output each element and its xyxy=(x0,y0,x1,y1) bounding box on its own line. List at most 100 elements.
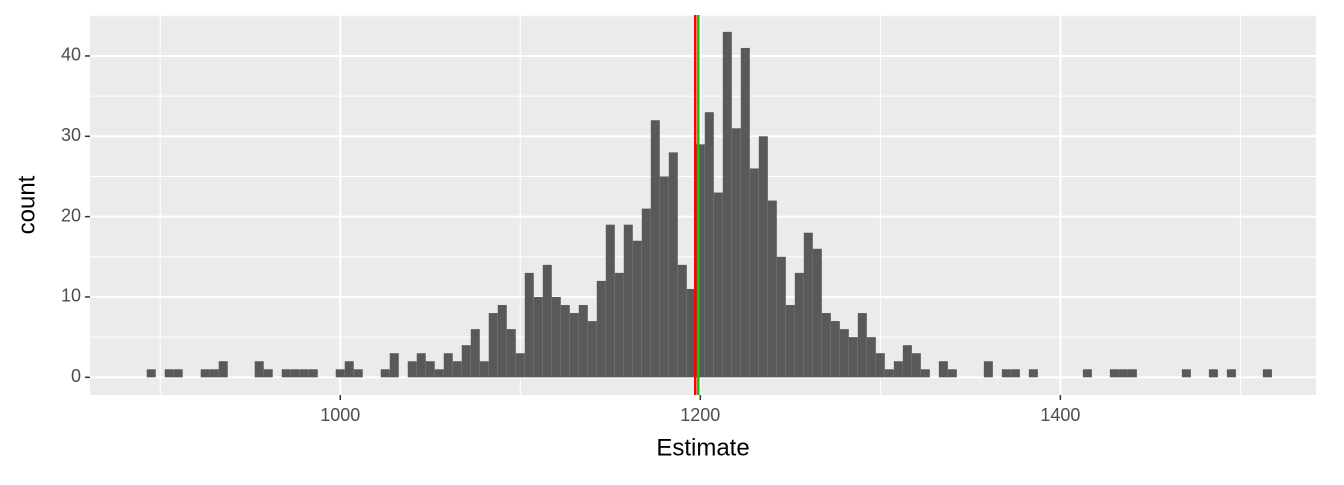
bar xyxy=(920,369,930,378)
bar xyxy=(686,288,696,378)
y-tick-label: 20 xyxy=(61,205,81,225)
bar xyxy=(1109,369,1119,378)
bar xyxy=(605,224,615,378)
bar xyxy=(380,369,390,378)
bar xyxy=(542,264,552,378)
bar xyxy=(425,361,435,378)
bar xyxy=(758,136,768,378)
bar xyxy=(632,240,642,378)
x-tick-label: 1000 xyxy=(320,405,360,425)
bar xyxy=(515,353,525,378)
bar xyxy=(407,361,417,378)
bar xyxy=(911,353,921,378)
bar xyxy=(659,176,669,378)
y-tick-label: 40 xyxy=(61,45,81,65)
bar xyxy=(848,337,858,378)
bar xyxy=(875,353,885,378)
bar xyxy=(812,248,822,378)
bar xyxy=(1001,369,1011,378)
bar xyxy=(461,345,471,378)
bar xyxy=(1262,369,1272,378)
bar xyxy=(209,369,219,378)
bar xyxy=(569,313,579,378)
x-axis-title: Estimate xyxy=(656,434,749,461)
bar xyxy=(866,337,876,378)
bar xyxy=(1226,369,1236,378)
bar xyxy=(983,361,993,378)
bar xyxy=(1118,369,1128,378)
bar xyxy=(353,369,363,378)
y-tick-label: 0 xyxy=(71,366,81,386)
bar xyxy=(785,305,795,378)
bar xyxy=(1127,369,1137,378)
bar xyxy=(623,224,633,378)
bar xyxy=(1082,369,1092,378)
bar xyxy=(524,272,534,378)
bar xyxy=(641,208,651,378)
bar xyxy=(1010,369,1020,378)
bar xyxy=(335,369,345,378)
bar xyxy=(902,345,912,378)
bar xyxy=(650,120,660,378)
bar xyxy=(821,313,831,378)
bar xyxy=(1208,369,1218,378)
bar xyxy=(677,264,687,378)
bar xyxy=(857,313,867,378)
bar xyxy=(551,296,561,378)
bar xyxy=(299,369,309,378)
bar xyxy=(596,280,606,378)
bar xyxy=(389,353,399,378)
bar xyxy=(344,361,354,378)
bar xyxy=(506,329,516,378)
bar xyxy=(578,305,588,378)
bar xyxy=(794,272,804,378)
bar xyxy=(614,272,624,378)
bar xyxy=(146,369,156,378)
bar xyxy=(767,200,777,378)
bar xyxy=(695,144,705,378)
bar xyxy=(533,296,543,378)
bar xyxy=(1181,369,1191,378)
bar xyxy=(173,369,183,378)
bar xyxy=(1028,369,1038,378)
bar xyxy=(713,192,723,378)
x-tick-label: 1200 xyxy=(680,405,720,425)
bar xyxy=(704,112,714,378)
bar xyxy=(740,47,750,378)
bar xyxy=(290,369,300,378)
bar xyxy=(470,329,480,378)
bar xyxy=(497,305,507,378)
bar xyxy=(947,369,957,378)
bar xyxy=(893,361,903,378)
bar xyxy=(587,321,597,378)
bar xyxy=(281,369,291,378)
bar xyxy=(731,128,741,378)
bar xyxy=(839,329,849,378)
y-tick-label: 30 xyxy=(61,125,81,145)
y-tick-label: 10 xyxy=(61,286,81,306)
bar xyxy=(452,361,462,378)
bar xyxy=(776,256,786,378)
bar xyxy=(560,305,570,378)
bar xyxy=(884,369,894,378)
bar xyxy=(416,353,426,378)
y-axis-title: count xyxy=(13,175,40,234)
bar xyxy=(218,361,228,378)
x-tick-label: 1400 xyxy=(1040,405,1080,425)
bar xyxy=(722,31,732,378)
bar xyxy=(434,369,444,378)
bar xyxy=(254,361,264,378)
bar xyxy=(308,369,318,378)
bar xyxy=(200,369,210,378)
bar xyxy=(668,152,678,378)
bar xyxy=(479,361,489,378)
bar xyxy=(488,313,498,378)
bar xyxy=(938,361,948,378)
bar xyxy=(164,369,174,378)
bar xyxy=(443,353,453,378)
bar xyxy=(830,321,840,378)
bar xyxy=(263,369,273,378)
bar xyxy=(749,168,759,378)
